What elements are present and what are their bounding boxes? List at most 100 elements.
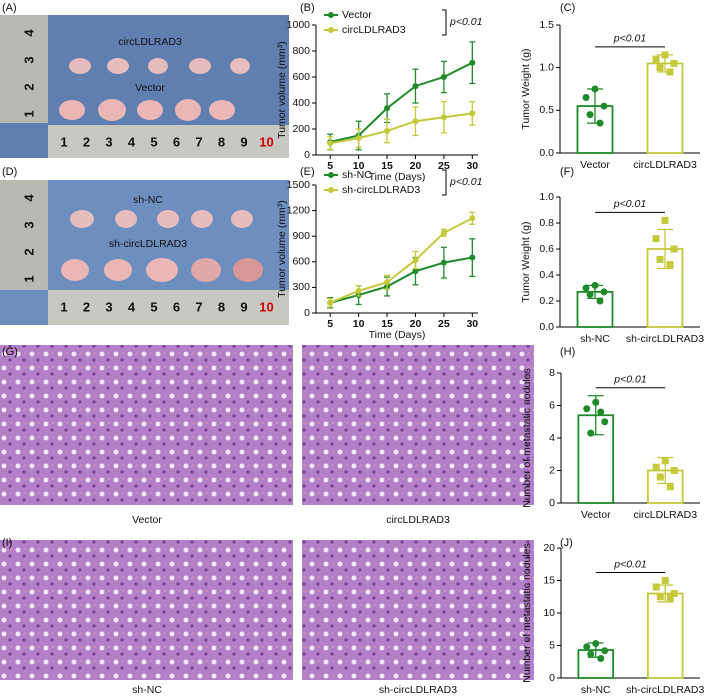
ruler-number: 7 [195,134,202,149]
ruler-number: 5 [150,134,157,149]
y-tick-label: 0.6 [539,243,554,255]
y-tick-label: 0 [549,497,555,509]
y-tick-label: 0.8 [539,217,554,229]
histology-caption: sh-NC [132,684,162,696]
ruler-number: 4 [128,299,136,314]
data-point [355,287,362,294]
ruler-number: 3 [105,134,112,149]
data-point [666,483,674,491]
y-tick-label: 1.5 [539,19,554,31]
y-tick-label: 5 [549,639,555,651]
y-tick-label: 1.0 [539,191,554,203]
ruler-number: 4 [21,29,36,37]
histology-shcirc [302,540,534,680]
ruler-number: 2 [83,299,90,314]
data-point [412,83,419,90]
ruler-number: 1 [21,275,36,282]
p-bracket [442,9,447,36]
data-point [384,127,391,134]
data-point [652,583,660,591]
panel-label: (E) [300,166,315,178]
data-point [592,640,600,648]
data-point [656,64,664,72]
panel-label: (D) [2,166,17,178]
panel-label: (A) [2,2,17,14]
x-tick-label: 15 [381,160,393,172]
y-tick-label: 600 [292,71,310,83]
series-line [330,112,473,145]
data-point [600,102,608,110]
x-axis-label: Time (Days) [369,329,426,341]
ruler-number: 6 [173,134,180,149]
y-axis-label: Tumor volume (mm³) [276,200,288,298]
ruler-number: 2 [83,134,90,149]
data-point [601,647,609,655]
y-tick-label: 900 [292,230,310,242]
ruler-number: 4 [21,194,36,202]
y-tick-label: 1.0 [539,61,554,73]
x-tick-label: sh-NC [581,684,611,696]
data-point [652,463,660,471]
x-tick-label: Vector [580,159,610,171]
data-point [583,405,591,413]
y-tick-label: 1000 [287,19,311,31]
histology-caption: sh-circLDLRAD3 [379,684,457,696]
x-tick-label: 5 [327,318,333,330]
data-point [600,288,608,296]
ruler-number: 3 [105,299,112,314]
data-point [327,140,334,147]
data-point [670,245,678,253]
y-tick-label: 4 [549,432,555,444]
data-point [469,59,476,66]
x-tick-label: circLDLRAD3 [633,509,697,521]
data-point [355,135,362,142]
histology-circ [302,345,534,505]
data-point [384,105,391,112]
panel-label: (B) [300,2,315,14]
data-point [586,111,594,119]
panel-label: (G) [2,346,18,358]
y-axis-label: Number of metastatic nodules [521,543,533,682]
data-point [591,281,599,289]
annotation: p<0.01 [613,558,646,570]
ruler-number: 7 [195,299,202,314]
x-tick-label: 20 [410,160,422,172]
data-point [412,268,419,275]
legend-marker [328,187,334,193]
y-tick-label: 15 [543,574,555,586]
ruler-number: 9 [240,134,247,149]
data-point [327,299,334,306]
y-tick-label: 0 [304,307,310,319]
y-tick-label: 10 [543,607,555,619]
data-point [587,650,595,658]
photo-d [0,180,289,325]
data-point [666,261,674,269]
data-point [656,255,664,263]
annotation: p<0.01 [449,16,482,28]
data-point [582,94,590,102]
y-axis-label: Tumor Weight (g) [520,221,532,302]
data-point [661,577,669,584]
annotation: p<0.01 [613,374,646,386]
data-point [469,254,476,261]
y-tick-label: 0.4 [539,269,554,281]
x-tick-label: 10 [353,318,365,330]
x-tick-label: Vector [581,509,611,521]
ruler-number: 3 [21,221,36,228]
data-point [384,279,391,286]
ruler-number: 10 [259,134,273,149]
y-axis-label: Tumor Weight (g) [520,48,532,129]
ruler-number: 2 [21,83,36,90]
data-point [412,257,419,264]
panel-label: (H) [560,346,575,358]
y-tick-label: 20 [543,542,555,554]
series-line [329,61,473,143]
ruler-number: 2 [21,248,36,255]
y-tick-label: 400 [292,97,310,109]
series-line [329,217,473,304]
legend-label: Vector [342,9,372,21]
panel-label: (I) [2,537,12,549]
p-bracket [442,169,447,196]
x-tick-label: circLDLRAD3 [633,159,697,171]
ruler-number: 9 [240,299,247,314]
